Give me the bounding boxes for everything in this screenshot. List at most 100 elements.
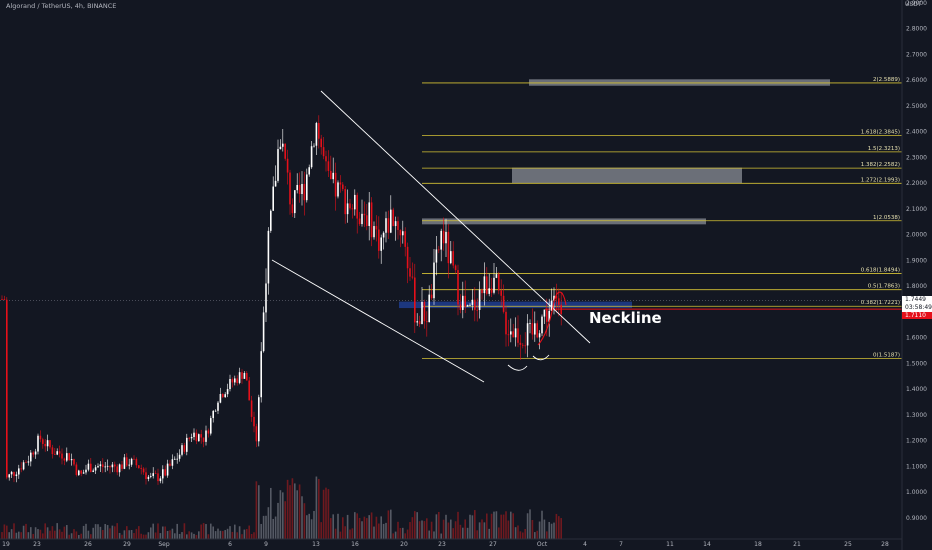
- volume-bar: [190, 532, 193, 539]
- candle-body: [205, 430, 207, 442]
- candle-body: [87, 463, 90, 470]
- volume-bar: [440, 533, 442, 539]
- candle-body: [133, 458, 135, 460]
- candle-body: [250, 400, 253, 417]
- volume-bar: [320, 522, 322, 539]
- candle-body: [445, 231, 447, 244]
- volume-bar: [346, 514, 349, 539]
- volume-bar: [490, 513, 493, 539]
- volume-bar: [291, 478, 294, 539]
- volume-bar: [27, 532, 30, 539]
- candle-body: [409, 268, 411, 277]
- volume-bar: [536, 530, 538, 539]
- fib-label: 2(2.5889): [873, 77, 900, 83]
- fib-label: 1.5(2.3213): [868, 146, 900, 152]
- candle-body: [231, 379, 234, 383]
- candle-body: [260, 351, 262, 398]
- volume-bar: [402, 527, 404, 539]
- volume-bar: [512, 513, 514, 539]
- candle-body: [6, 299, 8, 478]
- candle-body: [272, 186, 274, 211]
- candle-body: [25, 462, 27, 464]
- blue-zone: [399, 301, 632, 309]
- y-tick-label: 1.6000: [906, 335, 927, 342]
- candle-body: [476, 309, 478, 311]
- candle-body: [126, 457, 128, 466]
- volume-bar: [445, 514, 447, 539]
- candle-body: [464, 295, 466, 307]
- candle-body: [150, 476, 152, 477]
- x-tick-label: 9: [264, 541, 268, 548]
- candle-body: [274, 180, 277, 187]
- candle-body: [416, 321, 418, 323]
- candle-body: [493, 277, 495, 293]
- candle-body: [346, 203, 349, 215]
- candle-body: [421, 301, 423, 325]
- volume-bar: [236, 532, 238, 539]
- volume-bar: [531, 520, 534, 539]
- candle-body: [193, 432, 195, 437]
- volume-bar: [51, 526, 54, 539]
- candle-body: [234, 378, 236, 383]
- candle-body: [10, 471, 13, 475]
- y-tick-label: 2.9000: [906, 0, 927, 7]
- candle-body: [286, 158, 289, 173]
- candle-body: [70, 458, 73, 461]
- candle-body: [248, 380, 250, 401]
- volume-bar: [73, 529, 75, 539]
- volume-bar: [140, 533, 142, 539]
- volume-bar: [471, 515, 474, 539]
- volume-bar: [142, 534, 145, 539]
- volume-bar: [174, 533, 176, 539]
- candle-body: [267, 230, 270, 284]
- volume-bar: [224, 530, 226, 539]
- y-tick-label: 2.8000: [906, 26, 927, 33]
- volume-bar: [157, 523, 159, 539]
- volume-bar: [262, 515, 265, 539]
- volume-bar: [294, 483, 296, 539]
- volume-bar: [30, 527, 32, 539]
- volume-bar: [58, 529, 61, 539]
- volume-bar: [250, 533, 253, 539]
- left-shoulder-arc: [507, 364, 528, 371]
- candle-body: [296, 184, 298, 191]
- candle-body: [178, 454, 181, 459]
- volume-bar: [296, 490, 298, 539]
- y-tick-label: 2.4000: [906, 129, 927, 136]
- candle-body: [78, 470, 80, 475]
- gray-zone: [529, 79, 830, 86]
- volume-bar: [188, 531, 190, 539]
- volume-bars: [1, 476, 562, 539]
- candle-body: [522, 344, 524, 346]
- gray-zone: [512, 167, 742, 184]
- volume-bar: [3, 524, 6, 539]
- candle-body: [236, 378, 238, 383]
- candle-body: [318, 123, 320, 139]
- upper-trendline: [320, 90, 591, 344]
- volume-bar: [1, 532, 3, 539]
- volume-bar: [85, 523, 87, 539]
- volume-bar: [337, 513, 339, 539]
- volume-bar: [313, 510, 315, 539]
- candle-body: [370, 202, 373, 238]
- x-tick-label: 21: [793, 541, 801, 548]
- volume-bar: [260, 523, 262, 539]
- volume-bar: [507, 520, 510, 539]
- candle-body: [265, 283, 267, 313]
- candle-body: [61, 453, 63, 459]
- volume-bar: [476, 530, 478, 539]
- candle-body: [430, 294, 433, 299]
- volume-bar: [454, 521, 457, 539]
- volume-bar: [459, 524, 462, 539]
- volume-bar: [54, 530, 56, 539]
- candle-body: [529, 323, 531, 325]
- volume-bar: [517, 525, 519, 539]
- candle-body: [313, 145, 315, 147]
- volume-bar: [450, 519, 452, 539]
- candle-body: [30, 452, 32, 462]
- volume-bar: [92, 527, 94, 539]
- candle-body: [34, 451, 37, 455]
- volume-bar: [423, 521, 426, 539]
